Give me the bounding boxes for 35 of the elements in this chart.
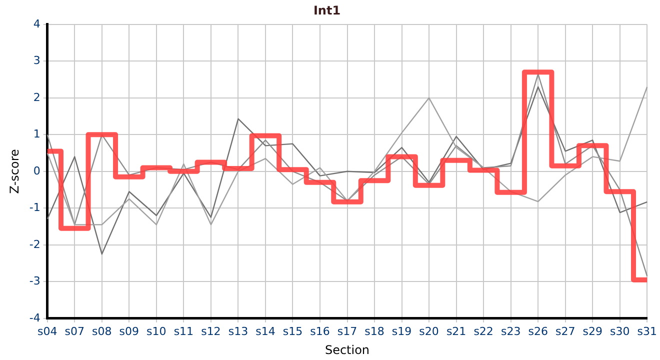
x-tick-label: s09: [119, 324, 140, 338]
y-tick-label: 4: [33, 17, 40, 30]
x-tick-label: s20: [419, 324, 439, 338]
x-tick-label: s17: [337, 324, 358, 338]
y-tick-label: -4: [29, 311, 40, 324]
y-tick-label: 1: [33, 128, 40, 141]
y-axis-title: Z-score: [7, 149, 22, 194]
x-tick-label: s29: [582, 324, 602, 338]
y-tick-label: 0: [33, 164, 40, 178]
x-tick-label: s15: [282, 324, 303, 338]
x-tick-label: s13: [228, 324, 248, 338]
chart-title: Int1: [313, 3, 341, 18]
x-axis-title: Section: [324, 342, 370, 357]
x-tick-label: s18: [364, 324, 384, 338]
y-tick-label: 3: [33, 54, 40, 68]
x-tick-label: s31: [637, 324, 658, 338]
x-tick-label: s14: [256, 324, 276, 338]
x-tick-label: s30: [610, 324, 630, 338]
x-tick-label: s21: [446, 324, 466, 338]
x-tick-label: s26: [528, 324, 548, 338]
y-tick-label: -2: [29, 238, 40, 251]
x-tick-label: s08: [92, 324, 112, 338]
x-tick-label: s16: [310, 324, 330, 338]
y-tick-label: -1: [29, 201, 40, 214]
x-tick-label: s19: [392, 324, 412, 338]
x-tick-label: s07: [64, 324, 84, 338]
x-tick-label: s27: [555, 324, 576, 338]
y-tick-label: 2: [33, 90, 40, 104]
x-tick-label: s23: [500, 324, 521, 338]
x-tick-label: s12: [201, 324, 221, 338]
y-tick-label: -3: [29, 274, 40, 288]
x-tick-label: s04: [38, 324, 58, 338]
x-tick-label: s10: [146, 324, 166, 338]
x-tick-label: s22: [474, 324, 494, 338]
x-tick-label: s11: [174, 324, 194, 338]
